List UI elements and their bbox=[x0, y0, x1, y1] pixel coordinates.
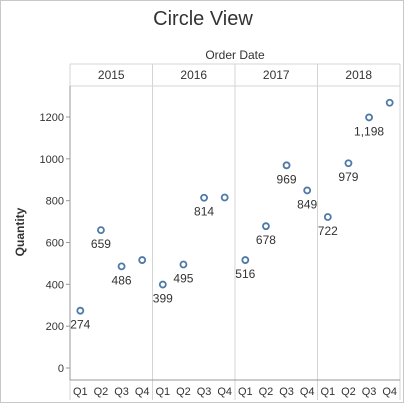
data-label: 814 bbox=[194, 205, 214, 219]
data-point bbox=[282, 161, 291, 170]
quarter-label-q4: Q4 bbox=[217, 386, 232, 398]
data-label: 969 bbox=[277, 172, 297, 186]
y-tick-label: 400 bbox=[46, 279, 64, 291]
data-label: 399 bbox=[153, 292, 173, 306]
data-point bbox=[179, 260, 188, 269]
quarter-label-q3: Q3 bbox=[279, 386, 294, 398]
year-header-2015: 2015 bbox=[98, 68, 125, 82]
data-point bbox=[365, 113, 373, 122]
data-label: 495 bbox=[173, 271, 193, 285]
quarter-label-q1: Q1 bbox=[155, 386, 170, 398]
data-point bbox=[220, 193, 229, 202]
y-tick-label: 1000 bbox=[40, 154, 64, 166]
data-label: 516 bbox=[235, 267, 255, 281]
year-header-2018: 2018 bbox=[345, 68, 372, 82]
data-point bbox=[138, 256, 147, 264]
quarter-label-q3: Q3 bbox=[362, 386, 377, 398]
data-label: 849 bbox=[297, 197, 317, 211]
quarter-label-q4: Q4 bbox=[300, 386, 315, 398]
quarter-label-q3: Q3 bbox=[197, 386, 212, 398]
quarter-label-q2: Q2 bbox=[94, 386, 109, 398]
data-label: 979 bbox=[338, 170, 358, 184]
data-point bbox=[117, 262, 126, 271]
quarter-label-q2: Q2 bbox=[259, 386, 274, 398]
data-label: 486 bbox=[112, 273, 132, 287]
year-header-2016: 2016 bbox=[180, 68, 207, 82]
data-label: 274 bbox=[70, 318, 90, 332]
quarter-label-q1: Q1 bbox=[73, 386, 88, 398]
data-point bbox=[303, 186, 312, 195]
quarter-label-q3: Q3 bbox=[114, 386, 129, 398]
quarter-label-q2: Q2 bbox=[341, 386, 356, 398]
quarter-label-q2: Q2 bbox=[176, 386, 191, 398]
data-point bbox=[241, 256, 250, 264]
data-label: 659 bbox=[91, 237, 111, 251]
data-point bbox=[76, 306, 85, 315]
y-tick-label: 600 bbox=[46, 238, 64, 250]
y-tick-label: 800 bbox=[46, 196, 64, 208]
y-tick-label: 200 bbox=[46, 321, 64, 333]
y-tick-label: 0 bbox=[58, 363, 64, 375]
data-point bbox=[97, 226, 105, 235]
data-label: 722 bbox=[318, 224, 338, 238]
data-point bbox=[200, 193, 208, 202]
quarter-label-q1: Q1 bbox=[320, 386, 335, 398]
data-label: 1,198 bbox=[354, 124, 384, 138]
data-point bbox=[323, 213, 332, 221]
quarter-label-q1: Q1 bbox=[238, 386, 253, 398]
data-label: 678 bbox=[256, 233, 276, 247]
data-point bbox=[158, 280, 167, 289]
data-point bbox=[385, 98, 394, 107]
data-point bbox=[344, 159, 353, 168]
data-point bbox=[262, 222, 270, 231]
year-header-2017: 2017 bbox=[263, 68, 290, 82]
quarter-label-q4: Q4 bbox=[135, 386, 150, 398]
chart-title: Circle View bbox=[153, 8, 253, 30]
column-header-title: Order Date bbox=[205, 48, 265, 62]
y-tick-label: 1200 bbox=[40, 112, 64, 124]
quarter-label-q4: Q4 bbox=[382, 386, 397, 398]
